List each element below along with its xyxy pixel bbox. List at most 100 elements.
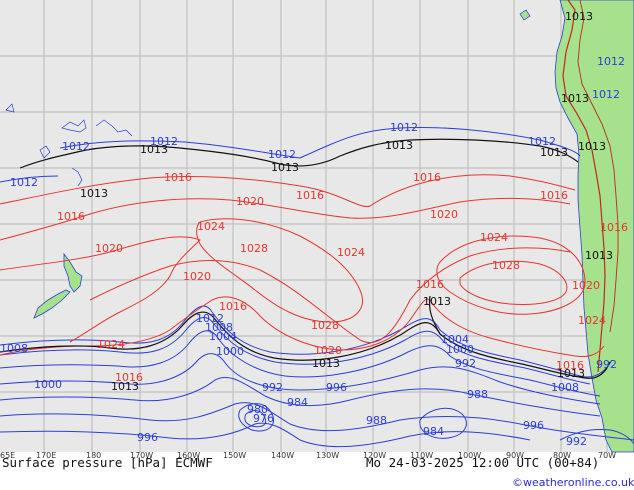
isobar-label-red: 1016 [540, 189, 568, 202]
isobar-label-blue: 1012 [10, 176, 38, 189]
black-isobar-labels: 1013 1013 1013 1013 1013 1013 1013 1013 … [80, 10, 613, 393]
isobar-label-1013: 1013 [578, 140, 606, 153]
isobar-label-1013: 1013 [80, 187, 108, 200]
new-zealand-south [33, 289, 71, 319]
isobar-label-blue: 1000 [34, 378, 62, 391]
isobar-label-red: 1020 [430, 208, 458, 221]
lon-tick-label: 150W [223, 451, 246, 460]
longitude-axis-labels: 65E 170E 180 170W 160W 150W 140W 130W 12… [0, 451, 616, 460]
isobar-label-red: 1016 [115, 371, 143, 384]
lon-tick-label: 130W [316, 451, 339, 460]
isobar-label-1013: 1013 [140, 143, 168, 156]
isobar-label-blue: 1012 [62, 140, 90, 153]
red-isobar-labels: 1016 1016 1016 1016 1016 1016 1020 1020 … [57, 171, 628, 384]
pacific-islands [5, 103, 133, 187]
isobar-label-blue: 1012 [528, 135, 556, 148]
lon-tick-label: 70W [598, 451, 616, 460]
isobar-label-blue: 992 [566, 435, 587, 448]
isobar-label-blue: 996 [523, 419, 544, 432]
isobar-label-1013: 1013 [312, 357, 340, 370]
lon-tick-label: 65E [0, 451, 15, 460]
galapagos-islands [519, 9, 531, 21]
isobar-label-blue: 1000 [446, 343, 474, 356]
isobar-label-red: 1016 [57, 210, 85, 223]
isobar-label-red: 1016 [219, 300, 247, 313]
isobar-label-blue: 1008 [205, 321, 233, 334]
isobar-1013 [0, 138, 611, 379]
lon-tick-label: 110W [410, 451, 433, 460]
isobar-label-blue: 1012 [268, 148, 296, 161]
isobar-label-red: 1016 [413, 171, 441, 184]
isobar-label-red: 1016 [416, 278, 444, 291]
isobar-label-blue: 980 [247, 403, 268, 416]
isobar-label-blue: 1004 [441, 333, 469, 346]
lon-tick-label: 120W [363, 451, 386, 460]
isobar-label-red: 1024 [337, 246, 365, 259]
isobar-label-red: 1024 [197, 220, 225, 233]
isobar-label-1013: 1013 [385, 139, 413, 152]
isobar-label-red: 1028 [240, 242, 268, 255]
isobar-label-blue: 988 [467, 388, 488, 401]
blue-isobar-labels: 1012 1012 1012 1012 1012 1012 1012 1012 … [0, 55, 625, 448]
isobar-label-blue: 1008 [0, 342, 28, 355]
isobar-label-blue: 1012 [592, 88, 620, 101]
isobar-label-blue: 1000 [216, 345, 244, 358]
isobar-label-blue: 992 [596, 358, 617, 371]
forecast-datetime: Mo 24-03-2025 12:00 UTC (00+84) [366, 455, 599, 470]
isobar-label-red: 1024 [97, 338, 125, 351]
credit-link[interactable]: ©weatheronline.co.uk [512, 476, 634, 489]
isobar-label-red: 1020 [95, 242, 123, 255]
andes-ridge [562, 0, 606, 373]
andes-ridge-east [577, 0, 619, 333]
isobar-label-blue: 988 [366, 414, 387, 427]
lon-tick-label: 170E [36, 451, 56, 460]
ocean-background [0, 0, 634, 452]
isobar-label-blue: 1008 [551, 381, 579, 394]
lon-tick-label: 90W [506, 451, 524, 460]
new-zealand-north [63, 252, 83, 293]
isobar-label-blue: 992 [262, 381, 283, 394]
isobar-label-red: 1020 [314, 344, 342, 357]
isobar-label-blue: 1012 [150, 135, 178, 148]
lon-tick-label: 100W [458, 451, 481, 460]
lon-tick-label: 140W [271, 451, 294, 460]
isobar-label-red: 1028 [492, 259, 520, 272]
isobar-label-1013: 1013 [565, 10, 593, 23]
low-pressure-isobars [0, 127, 634, 448]
isobar-label-blue: 984 [287, 396, 308, 409]
isobar-label-red: 1016 [600, 221, 628, 234]
isobar-label-1013: 1013 [585, 249, 613, 262]
lon-tick-label: 160W [177, 451, 200, 460]
lon-tick-label: 80W [553, 451, 571, 460]
isobar-label-blue: 1012 [597, 55, 625, 68]
lon-tick-label: 170W [130, 451, 153, 460]
isobar-label-1013: 1013 [423, 295, 451, 308]
isobar-label-1013: 1013 [561, 92, 589, 105]
isobar-label-1013: 1013 [111, 380, 139, 393]
isobar-label-red: 1016 [164, 171, 192, 184]
isobar-label-blue: 996 [137, 431, 158, 444]
isobar-label-blue: 992 [455, 357, 476, 370]
isobar-label-red: 1020 [236, 195, 264, 208]
isobar-label-blue: 996 [326, 381, 347, 394]
isobar-label-blue: 984 [423, 425, 444, 438]
isobar-label-blue: 1012 [196, 312, 224, 325]
lon-tick-label: 180 [86, 451, 101, 460]
isobar-label-blue: 1012 [390, 121, 418, 134]
isobar-label-red: 1024 [480, 231, 508, 244]
isobar-label-blue: 1004 [209, 330, 237, 343]
isobar-label-red: 1020 [183, 270, 211, 283]
isobar-label-1013: 1013 [271, 161, 299, 174]
isobar-label-blue: 976 [253, 412, 274, 425]
land-masses [33, 0, 634, 453]
map-title: Surface pressure [hPa] ECMWF [2, 455, 213, 470]
isobar-label-1013: 1013 [557, 367, 585, 380]
isobar-label-red: 1016 [296, 189, 324, 202]
isobar-label-red: 1016 [556, 359, 584, 372]
isobar-label-red: 1028 [311, 319, 339, 332]
isobar-label-1013: 1013 [540, 146, 568, 159]
isobar-label-red: 1024 [578, 314, 606, 327]
isobar-label-red: 1020 [572, 279, 600, 292]
